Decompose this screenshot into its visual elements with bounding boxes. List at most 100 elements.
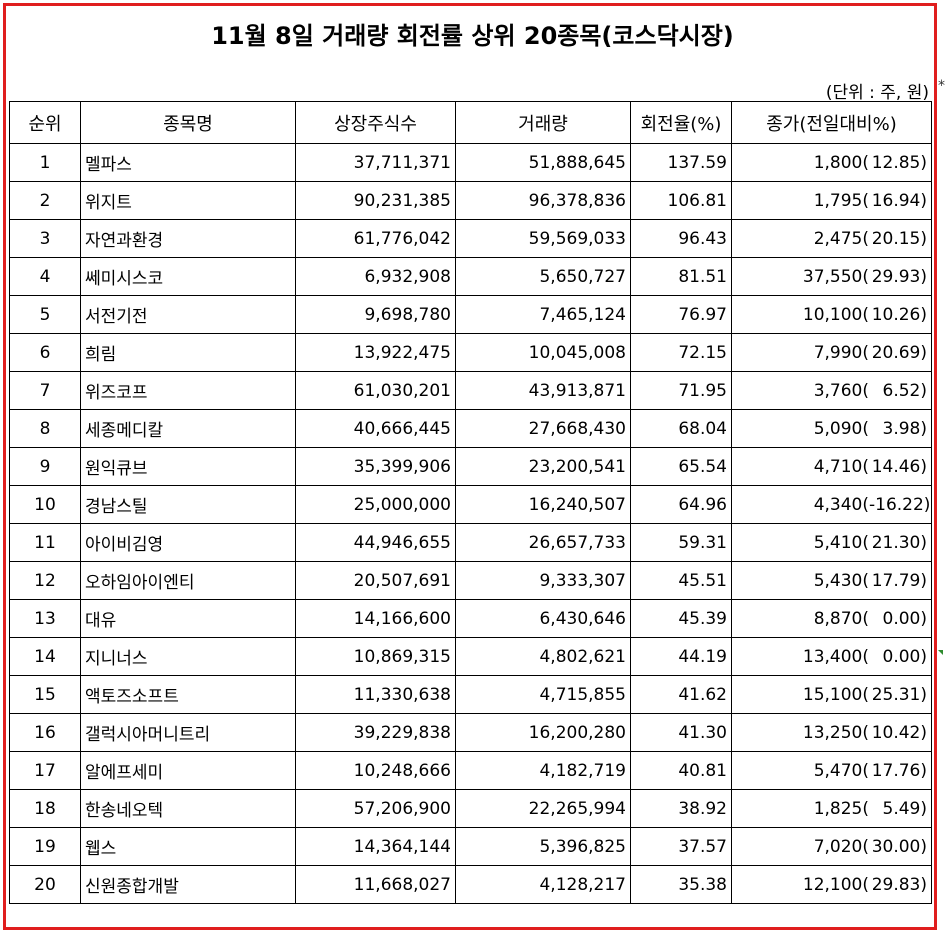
stock-name-cell: 액토즈소프트 (80, 675, 296, 714)
rank-cell: 7 (9, 371, 81, 410)
volume-cell: 51,888,645 (455, 143, 631, 182)
header-volume: 거래량 (455, 101, 631, 144)
turnover-rate-cell: 81.51 (630, 257, 732, 296)
volume-cell: 4,715,855 (455, 675, 631, 714)
stock-name-cell: 한송네오텍 (80, 789, 296, 828)
daily-change-percent: 29.83) (871, 874, 927, 895)
stock-name-cell: 아이비김영 (80, 523, 296, 562)
closing-price-cell: 4,340(-16.22) (731, 485, 932, 524)
closing-price-value: 1,795( (813, 190, 869, 211)
table-row: 4 쎄미시스코 6,932,908 5,650,727 81.51 37,550(29.9… (9, 257, 932, 296)
closing-price-cell: 3,760( 6.52) (731, 371, 932, 410)
listed-shares-cell: 11,668,027 (295, 865, 456, 904)
closing-price-value: 5,470( (813, 760, 869, 781)
daily-change-percent: 10.42) (871, 722, 927, 743)
daily-change-percent: 6.52) (882, 380, 927, 401)
stock-name-cell: 웹스 (80, 827, 296, 866)
closing-price-value: 10,100( (802, 304, 869, 325)
listed-shares-cell: 14,364,144 (295, 827, 456, 866)
closing-price-value: 3,760( (813, 380, 869, 401)
listed-shares-cell: 61,030,201 (295, 371, 456, 410)
turnover-rate-cell: 65.54 (630, 447, 732, 486)
stock-name-cell: 자연과환경 (80, 219, 296, 258)
listed-shares-cell: 35,399,906 (295, 447, 456, 486)
closing-price-cell: 5,430(17.79) (731, 561, 932, 600)
daily-change-percent: 0.00) (882, 646, 927, 667)
closing-price-cell: 1,800(12.85) (731, 143, 932, 182)
table-row: 16 갤럭시아머니트리 39,229,838 16,200,280 41.30 13,25… (9, 713, 932, 752)
volume-cell: 5,396,825 (455, 827, 631, 866)
closing-price-cell: 1,825( 5.49) (731, 789, 932, 828)
rank-cell: 16 (9, 713, 81, 752)
closing-price-cell: 15,100(25.31) (731, 675, 932, 714)
turnover-rate-cell: 41.30 (630, 713, 732, 752)
daily-change-percent: 17.79) (871, 570, 927, 591)
turnover-rate-cell: 59.31 (630, 523, 732, 562)
table-row: 10 경남스틸 25,000,000 16,240,507 64.96 4,340(-16… (9, 485, 932, 524)
rank-cell: 15 (9, 675, 81, 714)
rank-cell: 4 (9, 257, 81, 296)
closing-price-cell: 1,795(16.94) (731, 181, 932, 220)
closing-price-cell: 7,020(30.00) (731, 827, 932, 866)
volume-cell: 4,182,719 (455, 751, 631, 790)
listed-shares-cell: 6,932,908 (295, 257, 456, 296)
stock-name-cell: 지니너스 (80, 637, 296, 676)
listed-shares-cell: 14,166,600 (295, 599, 456, 638)
daily-change-percent: 25.31) (871, 684, 927, 705)
listed-shares-cell: 11,330,638 (295, 675, 456, 714)
table-row: 15 액토즈소프트 11,330,638 4,715,855 41.62 15,100(2… (9, 675, 932, 714)
daily-change-percent: 29.93) (871, 266, 927, 287)
listed-shares-cell: 57,206,900 (295, 789, 456, 828)
closing-price-cell: 13,250(10.42) (731, 713, 932, 752)
daily-change-percent: 0.00) (882, 608, 927, 629)
table-header-row: 순위 종목명 상장주식수 거래량 회전율(%) 종가(전일대비%) (9, 101, 932, 144)
table-row: 6 희림 13,922,475 10,045,008 72.15 7,990(20.69) (9, 333, 932, 372)
stock-name-cell: 희림 (80, 333, 296, 372)
daily-change-percent: 30.00) (871, 836, 927, 857)
turnover-rate-cell: 38.92 (630, 789, 732, 828)
volume-cell: 10,045,008 (455, 333, 631, 372)
volume-cell: 43,913,871 (455, 371, 631, 410)
turnover-rate-cell: 45.39 (630, 599, 732, 638)
rank-cell: 6 (9, 333, 81, 372)
turnover-rate-cell: 96.43 (630, 219, 732, 258)
header-turnover-rate: 회전율(%) (630, 101, 732, 144)
stock-name-cell: 원익큐브 (80, 447, 296, 486)
daily-change-percent: 20.69) (871, 342, 927, 363)
unit-note: (단위 : 주, 원) (825, 83, 929, 103)
listed-shares-cell: 39,229,838 (295, 713, 456, 752)
rank-cell: 10 (9, 485, 81, 524)
rank-cell: 3 (9, 219, 81, 258)
turnover-rate-cell: 64.96 (630, 485, 732, 524)
volume-cell: 7,465,124 (455, 295, 631, 334)
closing-price-value: 8,870( (813, 608, 869, 629)
closing-price-value: 13,250( (802, 722, 869, 743)
closing-price-value: 7,020( (813, 836, 869, 857)
closing-price-cell: 4,710(14.46) (731, 447, 932, 486)
page-title: 11월 8일 거래량 회전률 상위 20종목(코스닥시장) (211, 22, 734, 50)
daily-change-percent: 5.49) (882, 798, 927, 819)
header-closing-price: 종가(전일대비%) (731, 101, 932, 144)
turnover-rate-cell: 41.62 (630, 675, 732, 714)
rank-cell: 14 (9, 637, 81, 676)
volume-cell: 27,668,430 (455, 409, 631, 448)
volume-cell: 22,265,994 (455, 789, 631, 828)
closing-price-cell: 13,400(0.00) (731, 637, 932, 676)
table-row: 7 위즈코프 61,030,201 43,913,871 71.95 3,760(6.52… (9, 371, 932, 410)
rank-cell: 2 (9, 181, 81, 220)
stock-name-cell: 위지트 (80, 181, 296, 220)
listed-shares-cell: 25,000,000 (295, 485, 456, 524)
stock-name-cell: 대유 (80, 599, 296, 638)
rank-cell: 8 (9, 409, 81, 448)
closing-price-value: 1,825( (813, 798, 869, 819)
volume-cell: 16,240,507 (455, 485, 631, 524)
stock-name-cell: 신원종합개발 (80, 865, 296, 904)
closing-price-value: 12,100( (802, 874, 869, 895)
turnover-rate-cell: 72.15 (630, 333, 732, 372)
stock-name-cell: 경남스틸 (80, 485, 296, 524)
rank-cell: 20 (9, 865, 81, 904)
closing-price-cell: 8,870( 0.00) (731, 599, 932, 638)
table-row: 5 서전기전 9,698,780 7,465,124 76.97 10,100(10.26… (9, 295, 932, 334)
closing-price-value: 15,100( (802, 684, 869, 705)
daily-change-percent: 14.46) (871, 456, 927, 477)
